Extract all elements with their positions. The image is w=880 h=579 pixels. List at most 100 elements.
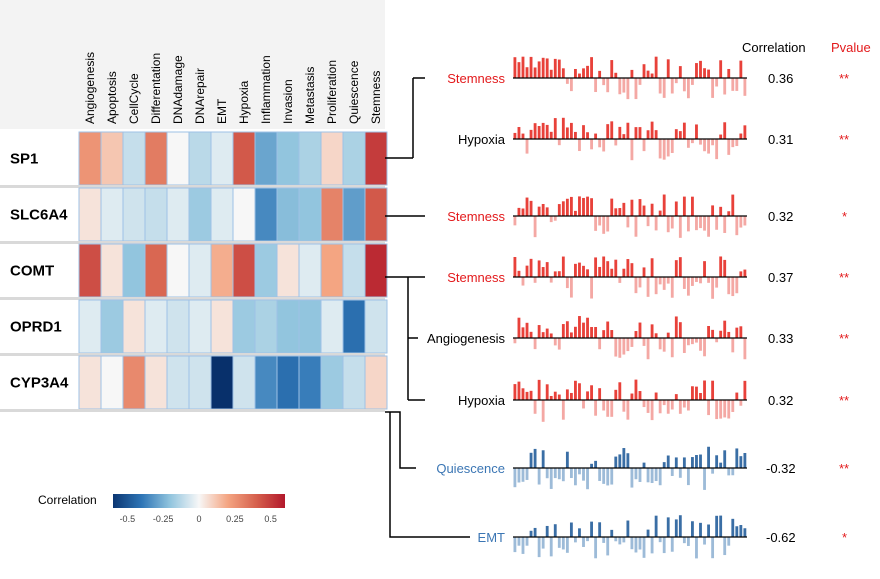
heatmap-cell xyxy=(122,131,146,186)
bar xyxy=(610,268,614,277)
bar xyxy=(537,260,541,277)
heatmap-cell xyxy=(276,187,300,242)
bar xyxy=(634,277,638,294)
bar xyxy=(662,194,666,216)
bar xyxy=(634,216,638,237)
bar xyxy=(614,389,618,400)
bar xyxy=(703,468,706,490)
bar xyxy=(719,256,723,277)
bar xyxy=(691,139,694,144)
bar xyxy=(569,277,573,298)
bar xyxy=(614,208,618,216)
bar xyxy=(586,269,589,277)
bar xyxy=(557,59,561,78)
bar xyxy=(634,537,638,553)
bar xyxy=(549,216,553,223)
bar xyxy=(634,468,638,480)
heatmap-cell xyxy=(320,355,344,410)
bar xyxy=(695,537,698,559)
bar xyxy=(565,389,569,400)
bar xyxy=(574,537,577,543)
bar xyxy=(699,277,702,284)
bar xyxy=(586,132,589,139)
heatmap-cell xyxy=(188,243,212,298)
bar xyxy=(574,326,577,338)
bar xyxy=(517,317,521,338)
bar xyxy=(662,78,666,98)
bar xyxy=(646,529,650,537)
bar xyxy=(578,262,581,277)
correlation-header: Correlation xyxy=(742,40,806,55)
bar xyxy=(626,78,630,100)
bar xyxy=(723,78,727,95)
heatmap-cell xyxy=(232,243,256,298)
gene-label: OPRD1 xyxy=(10,319,62,336)
bar xyxy=(735,78,739,91)
bar xyxy=(682,457,686,468)
gene-label: CYP3A4 xyxy=(10,375,69,392)
bar xyxy=(630,69,634,78)
bar xyxy=(715,338,719,343)
bar xyxy=(626,453,630,468)
bar xyxy=(541,537,545,549)
bar xyxy=(594,257,598,277)
pvalue-value: * xyxy=(842,209,847,224)
heatmap-cell xyxy=(232,187,256,242)
heatmap-cell xyxy=(364,355,388,410)
panel-label: Hypoxia xyxy=(458,132,506,147)
bar xyxy=(711,329,715,338)
bar xyxy=(662,462,666,468)
bar xyxy=(691,196,694,216)
bar xyxy=(618,126,622,139)
bar xyxy=(537,325,541,338)
bar xyxy=(557,204,561,216)
bar xyxy=(695,386,698,400)
bar xyxy=(545,328,549,338)
bar xyxy=(727,139,731,155)
bar xyxy=(670,338,674,358)
bar xyxy=(731,277,735,297)
bar xyxy=(582,197,585,216)
bar xyxy=(715,515,719,537)
bar xyxy=(574,468,577,486)
bar xyxy=(743,269,747,277)
bar xyxy=(533,338,537,350)
heatmap-cell xyxy=(232,299,256,354)
bar xyxy=(626,216,630,228)
bar xyxy=(545,58,549,78)
bar xyxy=(582,68,585,78)
bar xyxy=(638,127,642,139)
bar xyxy=(646,130,650,139)
bar xyxy=(662,338,666,352)
bar xyxy=(711,205,715,216)
bar xyxy=(654,277,658,295)
bar xyxy=(678,468,682,478)
bar xyxy=(711,468,715,474)
panel-label: Stemness xyxy=(447,71,505,86)
bar xyxy=(561,400,565,420)
bar xyxy=(731,139,735,148)
bar xyxy=(707,69,710,78)
bar xyxy=(695,124,698,139)
connector-line xyxy=(385,276,425,401)
bar xyxy=(719,515,723,537)
bar xyxy=(590,385,593,400)
correlation-value: -0.32 xyxy=(766,461,796,476)
bar xyxy=(622,400,626,412)
bar xyxy=(586,317,589,338)
bar xyxy=(743,216,747,226)
bar xyxy=(557,338,561,350)
bar xyxy=(646,338,650,360)
bar xyxy=(618,454,622,468)
bar xyxy=(642,462,646,468)
bar-panel: EMT -0.62 * xyxy=(478,515,847,559)
bar xyxy=(525,468,529,480)
pvalue-value: ** xyxy=(839,461,849,476)
heatmap-cell xyxy=(78,355,102,410)
bar xyxy=(727,68,731,78)
bar-panel: Stemness 0.36 ** xyxy=(447,56,849,100)
bar xyxy=(703,537,706,545)
bar xyxy=(590,57,593,78)
bar xyxy=(743,78,747,96)
bar xyxy=(727,537,731,546)
